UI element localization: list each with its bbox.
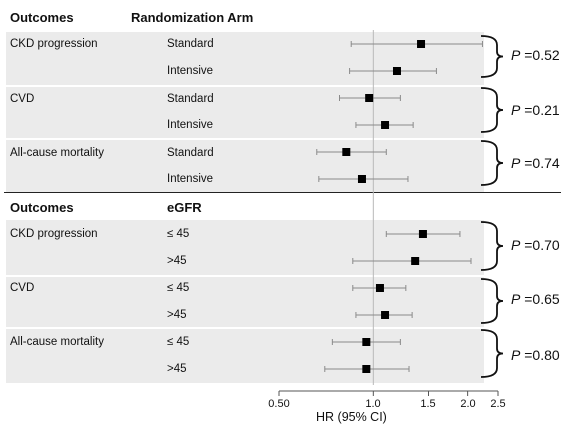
egfr-header: eGFR	[167, 200, 202, 215]
group-band	[6, 87, 484, 138]
hr-point	[411, 257, 420, 265]
outcome-label: All-cause mortality	[10, 336, 104, 348]
hr-point	[362, 338, 371, 346]
outcome-label: CKD progression	[10, 228, 98, 240]
group-band	[6, 32, 484, 85]
group-band	[6, 220, 484, 275]
group-bracket	[480, 221, 504, 271]
hr-point	[375, 284, 384, 292]
hr-point	[357, 175, 366, 183]
row-label: Intensive	[167, 65, 214, 77]
row-label: ≤ 45	[167, 282, 190, 294]
row-label: Standard	[167, 38, 214, 50]
group-bracket	[480, 278, 504, 324]
row-label: >45	[167, 309, 187, 321]
outcome-label: CVD	[10, 282, 35, 294]
x-tick-label: 2.5	[490, 398, 506, 410]
group-bracket	[480, 35, 504, 78]
outcome-label: CKD progression	[10, 38, 98, 50]
row-label: Standard	[167, 147, 214, 159]
x-tick-label: 1.0	[365, 398, 381, 410]
outcome-label: CVD	[10, 93, 35, 105]
p-value: P =0.52	[511, 47, 560, 63]
outcome-label: All-cause mortality	[10, 147, 104, 159]
section-divider	[4, 192, 561, 193]
p-value: P =0.65	[511, 291, 560, 307]
row-label: Standard	[167, 93, 214, 105]
group-bracket	[480, 329, 504, 378]
p-value: P =0.21	[511, 102, 560, 118]
row-label: ≤ 45	[167, 336, 190, 348]
p-value: P =0.74	[511, 155, 560, 171]
row-label: ≤ 45	[167, 228, 190, 240]
x-tick-label: 2.0	[460, 398, 476, 410]
hr-point	[417, 40, 426, 48]
group-band	[6, 277, 484, 327]
outcomes-header-top: Outcomes	[10, 10, 74, 25]
group-band	[6, 329, 484, 383]
hr-point	[381, 121, 390, 129]
hr-point	[365, 94, 374, 102]
row-label: Intensive	[167, 173, 214, 185]
x-tick-label: 0.50	[268, 398, 290, 410]
hr-point	[418, 230, 427, 238]
p-value: P =0.80	[511, 347, 560, 363]
row-label: >45	[167, 255, 187, 267]
outcomes-header-bottom: Outcomes	[10, 200, 74, 215]
group-bracket	[480, 140, 504, 186]
group-bracket	[480, 87, 504, 133]
randomization-arm-header: Randomization Arm	[131, 10, 254, 25]
p-value: P =0.70	[511, 237, 560, 253]
hr-point	[342, 148, 351, 156]
row-label: Intensive	[167, 119, 214, 131]
x-axis-label: HR (95% CI)	[316, 410, 387, 424]
x-tick-label: 1.5	[420, 398, 436, 410]
hr-point	[362, 365, 371, 373]
row-label: >45	[167, 363, 187, 375]
hr-point	[392, 67, 401, 75]
hr-point	[381, 311, 390, 319]
group-band	[6, 140, 484, 192]
